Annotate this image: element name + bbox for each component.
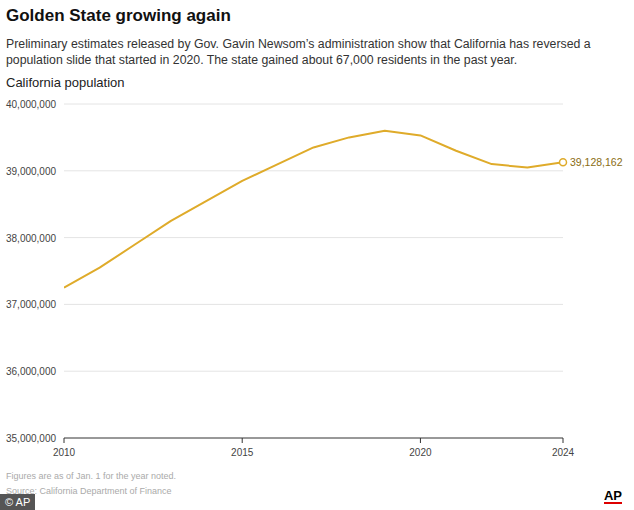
x-tick xyxy=(242,438,243,443)
y-label: California population xyxy=(6,75,125,90)
note: Figures are as of Jan. 1 for the year no… xyxy=(6,471,176,481)
y-tick-label: 35,000,000 xyxy=(6,433,56,444)
data-label: 39,128,162 xyxy=(570,156,623,168)
y-tick-label: 39,000,000 xyxy=(6,166,56,177)
credit: © AP xyxy=(0,494,35,510)
chart: 35,000,000 36,000,000 37,000,000 38,000,000… xyxy=(0,0,634,510)
population-line xyxy=(64,131,563,288)
grid-line xyxy=(64,170,563,171)
x-tick-label: 2024 xyxy=(552,447,575,458)
y-tick-label: 38,000,000 xyxy=(6,233,56,244)
x-tick-label: 2010 xyxy=(53,447,76,458)
y-tick-label: 36,000,000 xyxy=(6,366,56,377)
title: Golden State growing again xyxy=(6,6,231,26)
x-tick xyxy=(64,438,65,443)
x-axis xyxy=(64,438,563,439)
grid-line xyxy=(64,237,563,238)
grid-line xyxy=(64,371,563,372)
x-tick xyxy=(563,438,564,443)
x-tick-label: 2020 xyxy=(409,447,432,458)
subtitle: Preliminary estimates released by Gov. G… xyxy=(6,36,621,68)
logo: AP xyxy=(604,489,622,504)
grid-line xyxy=(64,304,563,305)
x-tick-label: 2015 xyxy=(231,447,254,458)
grid-line xyxy=(64,104,563,105)
y-tick-label: 40,000,000 xyxy=(6,99,56,110)
x-tick xyxy=(420,438,421,443)
point-marker xyxy=(560,159,567,166)
y-tick-label: 37,000,000 xyxy=(6,299,56,310)
